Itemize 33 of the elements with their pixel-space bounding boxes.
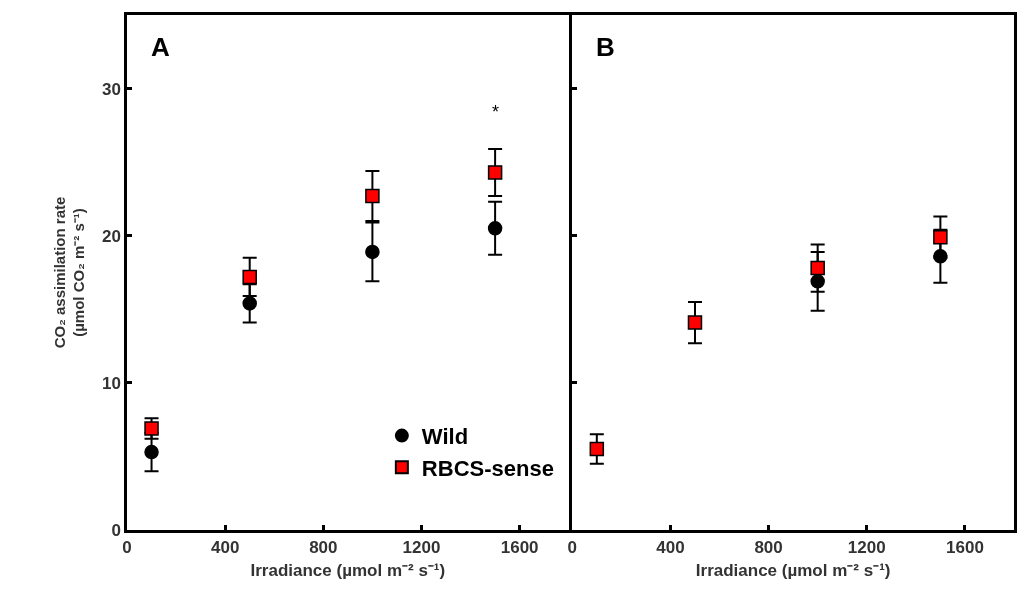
y-tick-label: 10 [101,373,121,393]
text: A [151,32,170,62]
point [487,165,503,180]
point [933,229,948,245]
annotation: * [492,102,500,122]
point [144,444,159,460]
x-axis-title: Irradiance (µmol m⁻² s⁻¹) [250,560,446,580]
y-tick-label: 20 [101,226,121,246]
point [589,441,605,457]
x-tick-label: 800 [754,538,783,558]
x-tick-label: 400 [656,538,685,558]
x-tick-label: 0 [567,538,578,558]
text: B [596,32,615,62]
legend-label: RBCS-sense [421,455,554,481]
point [365,188,380,204]
y-tick-label: 0 [111,520,121,540]
point [144,421,159,436]
x-tick-label: 1200 [402,538,441,558]
point [487,221,503,236]
y-tick-label: 30 [101,79,121,99]
point [810,260,825,276]
legend-label: Wild [421,424,469,450]
point [365,244,380,260]
y-axis-title: CO₂ assimilation rate (µmol CO₂ m⁻² s⁻¹) [50,196,88,349]
point [687,315,703,330]
x-tick-label: 800 [309,538,338,558]
x-axis-title: Irradiance (µmol m⁻² s⁻¹) [695,560,891,580]
point [242,296,257,311]
x-tick-label: 1200 [847,538,886,558]
x-tick-label: 400 [210,538,240,558]
x-tick-label: 1600 [500,538,539,558]
x-tick-label: 1600 [946,538,984,558]
point [242,269,257,285]
